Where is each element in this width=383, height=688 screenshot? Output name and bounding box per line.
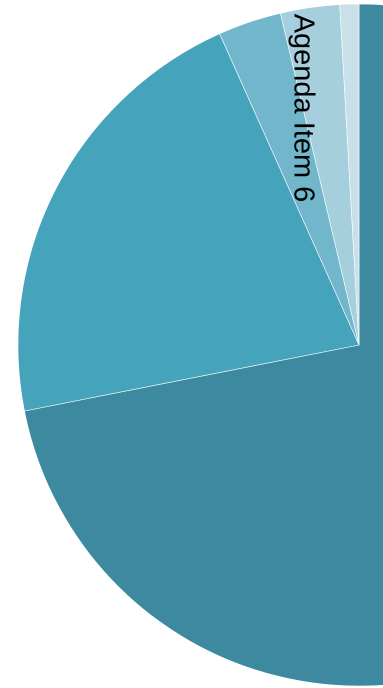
pie-slice xyxy=(339,3,360,346)
pie-slice xyxy=(24,3,383,687)
pie-slice xyxy=(17,33,360,412)
slice-label: Agenda Item 6 xyxy=(287,14,319,203)
